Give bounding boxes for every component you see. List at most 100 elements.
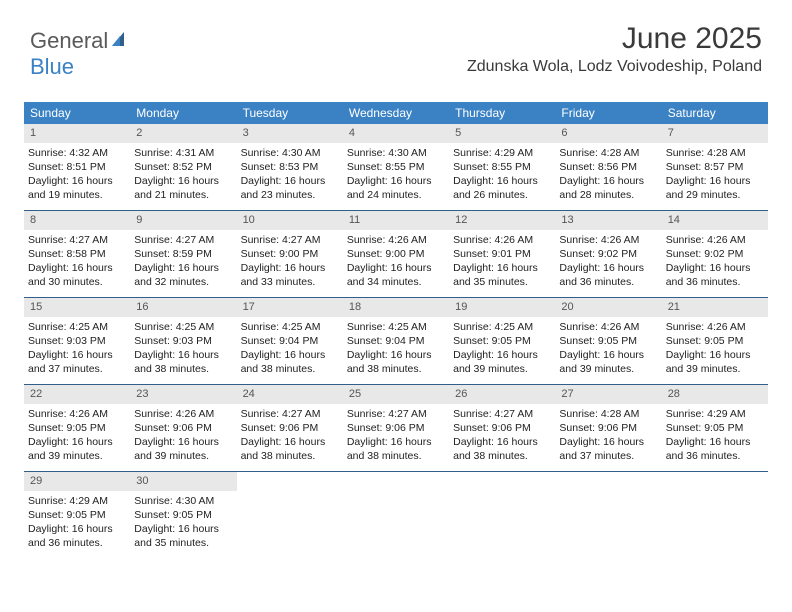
day-details: Sunrise: 4:25 AMSunset: 9:03 PMDaylight:… [24, 317, 130, 383]
daylight-text: Daylight: 16 hours and 24 minutes. [347, 174, 445, 202]
sunset-text: Sunset: 9:00 PM [241, 247, 339, 261]
day-details: Sunrise: 4:27 AMSunset: 9:06 PMDaylight:… [343, 404, 449, 470]
calendar-week-row: 8Sunrise: 4:27 AMSunset: 8:58 PMDaylight… [24, 210, 768, 297]
day-details: Sunrise: 4:26 AMSunset: 9:06 PMDaylight:… [130, 404, 236, 470]
brand-logo: General Blue [30, 28, 130, 80]
weekday-header: Saturday [662, 102, 768, 124]
day-number: 28 [662, 385, 768, 404]
sunset-text: Sunset: 8:57 PM [666, 160, 764, 174]
calendar-day-cell: 1Sunrise: 4:32 AMSunset: 8:51 PMDaylight… [24, 124, 130, 210]
weekday-header: Sunday [24, 102, 130, 124]
sunset-text: Sunset: 8:55 PM [453, 160, 551, 174]
day-details: Sunrise: 4:27 AMSunset: 9:06 PMDaylight:… [449, 404, 555, 470]
day-details: Sunrise: 4:28 AMSunset: 8:56 PMDaylight:… [555, 143, 661, 209]
sunrise-text: Sunrise: 4:28 AM [666, 146, 764, 160]
calendar-week-row: 29Sunrise: 4:29 AMSunset: 9:05 PMDayligh… [24, 471, 768, 558]
calendar-day-cell: 29Sunrise: 4:29 AMSunset: 9:05 PMDayligh… [24, 472, 130, 558]
day-details: Sunrise: 4:26 AMSunset: 9:00 PMDaylight:… [343, 230, 449, 296]
day-number: 15 [24, 298, 130, 317]
day-details: Sunrise: 4:26 AMSunset: 9:05 PMDaylight:… [555, 317, 661, 383]
day-number: 2 [130, 124, 236, 143]
day-details: Sunrise: 4:31 AMSunset: 8:52 PMDaylight:… [130, 143, 236, 209]
calendar-day-cell-empty: .. [555, 472, 661, 558]
sunset-text: Sunset: 9:06 PM [453, 421, 551, 435]
weekday-header-row: Sunday Monday Tuesday Wednesday Thursday… [24, 102, 768, 124]
sunset-text: Sunset: 9:05 PM [453, 334, 551, 348]
sunset-text: Sunset: 9:05 PM [666, 421, 764, 435]
sunrise-text: Sunrise: 4:25 AM [134, 320, 232, 334]
day-details: Sunrise: 4:26 AMSunset: 9:05 PMDaylight:… [24, 404, 130, 470]
sunrise-text: Sunrise: 4:26 AM [666, 233, 764, 247]
sunrise-text: Sunrise: 4:27 AM [347, 407, 445, 421]
day-number: 25 [343, 385, 449, 404]
day-details: Sunrise: 4:26 AMSunset: 9:05 PMDaylight:… [662, 317, 768, 383]
weekday-header: Friday [555, 102, 661, 124]
day-details: Sunrise: 4:27 AMSunset: 8:59 PMDaylight:… [130, 230, 236, 296]
calendar-week-row: 1Sunrise: 4:32 AMSunset: 8:51 PMDaylight… [24, 124, 768, 210]
day-number: 3 [237, 124, 343, 143]
day-details: Sunrise: 4:30 AMSunset: 9:05 PMDaylight:… [130, 491, 236, 557]
daylight-text: Daylight: 16 hours and 39 minutes. [559, 348, 657, 376]
sunset-text: Sunset: 9:02 PM [559, 247, 657, 261]
sunset-text: Sunset: 9:06 PM [134, 421, 232, 435]
calendar-day-cell: 22Sunrise: 4:26 AMSunset: 9:05 PMDayligh… [24, 385, 130, 471]
sunrise-text: Sunrise: 4:26 AM [453, 233, 551, 247]
daylight-text: Daylight: 16 hours and 33 minutes. [241, 261, 339, 289]
weekday-header: Monday [130, 102, 236, 124]
sunset-text: Sunset: 9:05 PM [134, 508, 232, 522]
sunrise-text: Sunrise: 4:29 AM [28, 494, 126, 508]
calendar-day-cell: 19Sunrise: 4:25 AMSunset: 9:05 PMDayligh… [449, 298, 555, 384]
weekday-header: Thursday [449, 102, 555, 124]
day-number: 12 [449, 211, 555, 230]
calendar-day-cell: 9Sunrise: 4:27 AMSunset: 8:59 PMDaylight… [130, 211, 236, 297]
calendar-day-cell: 17Sunrise: 4:25 AMSunset: 9:04 PMDayligh… [237, 298, 343, 384]
sunrise-text: Sunrise: 4:28 AM [559, 146, 657, 160]
calendar-day-cell: 24Sunrise: 4:27 AMSunset: 9:06 PMDayligh… [237, 385, 343, 471]
brand-line1: General [30, 28, 108, 53]
sunrise-text: Sunrise: 4:25 AM [28, 320, 126, 334]
day-details: Sunrise: 4:26 AMSunset: 9:02 PMDaylight:… [662, 230, 768, 296]
sunset-text: Sunset: 9:06 PM [347, 421, 445, 435]
day-number: 1 [24, 124, 130, 143]
daylight-text: Daylight: 16 hours and 35 minutes. [453, 261, 551, 289]
sunrise-text: Sunrise: 4:27 AM [241, 233, 339, 247]
daylight-text: Daylight: 16 hours and 37 minutes. [28, 348, 126, 376]
day-details: Sunrise: 4:27 AMSunset: 9:00 PMDaylight:… [237, 230, 343, 296]
day-details: Sunrise: 4:27 AMSunset: 9:06 PMDaylight:… [237, 404, 343, 470]
sunrise-text: Sunrise: 4:29 AM [666, 407, 764, 421]
calendar-day-cell: 5Sunrise: 4:29 AMSunset: 8:55 PMDaylight… [449, 124, 555, 210]
daylight-text: Daylight: 16 hours and 38 minutes. [347, 435, 445, 463]
day-details: Sunrise: 4:25 AMSunset: 9:03 PMDaylight:… [130, 317, 236, 383]
sunrise-text: Sunrise: 4:26 AM [559, 233, 657, 247]
day-number: 9 [130, 211, 236, 230]
day-details: Sunrise: 4:30 AMSunset: 8:53 PMDaylight:… [237, 143, 343, 209]
sunrise-text: Sunrise: 4:27 AM [28, 233, 126, 247]
calendar-day-cell: 14Sunrise: 4:26 AMSunset: 9:02 PMDayligh… [662, 211, 768, 297]
day-details: Sunrise: 4:28 AMSunset: 8:57 PMDaylight:… [662, 143, 768, 209]
day-number: 13 [555, 211, 661, 230]
sunset-text: Sunset: 9:05 PM [28, 421, 126, 435]
calendar-day-cell-empty: .. [343, 472, 449, 558]
sunset-text: Sunset: 9:05 PM [28, 508, 126, 522]
sunset-text: Sunset: 8:59 PM [134, 247, 232, 261]
sunrise-text: Sunrise: 4:26 AM [347, 233, 445, 247]
sunrise-text: Sunrise: 4:29 AM [453, 146, 551, 160]
calendar-day-cell: 16Sunrise: 4:25 AMSunset: 9:03 PMDayligh… [130, 298, 236, 384]
location-subtitle: Zdunska Wola, Lodz Voivodeship, Poland [467, 58, 762, 76]
daylight-text: Daylight: 16 hours and 28 minutes. [559, 174, 657, 202]
day-number: 14 [662, 211, 768, 230]
day-number: 7 [662, 124, 768, 143]
sunset-text: Sunset: 9:04 PM [241, 334, 339, 348]
sunset-text: Sunset: 8:51 PM [28, 160, 126, 174]
daylight-text: Daylight: 16 hours and 36 minutes. [666, 261, 764, 289]
calendar-day-cell: 28Sunrise: 4:29 AMSunset: 9:05 PMDayligh… [662, 385, 768, 471]
sunrise-text: Sunrise: 4:26 AM [559, 320, 657, 334]
day-number: 26 [449, 385, 555, 404]
calendar-day-cell: 3Sunrise: 4:30 AMSunset: 8:53 PMDaylight… [237, 124, 343, 210]
daylight-text: Daylight: 16 hours and 38 minutes. [241, 435, 339, 463]
day-number: 8 [24, 211, 130, 230]
sunset-text: Sunset: 9:04 PM [347, 334, 445, 348]
calendar-day-cell: 8Sunrise: 4:27 AMSunset: 8:58 PMDaylight… [24, 211, 130, 297]
day-number: 30 [130, 472, 236, 491]
daylight-text: Daylight: 16 hours and 36 minutes. [28, 522, 126, 550]
